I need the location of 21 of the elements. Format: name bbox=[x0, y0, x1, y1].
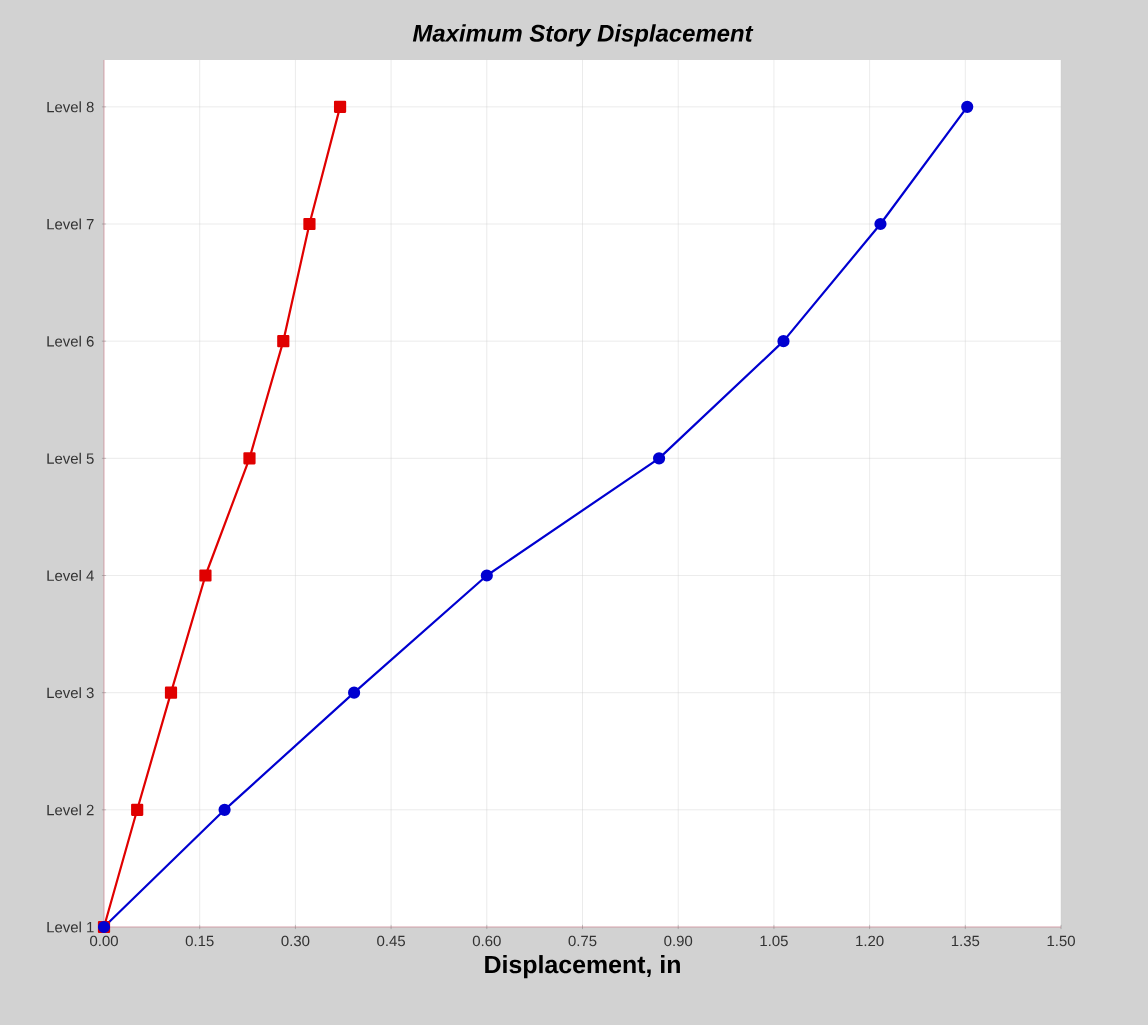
x-tick-label: 0.30 bbox=[281, 935, 310, 947]
chart-title: Maximum Story Displacement bbox=[412, 24, 754, 47]
y-tick-label: Level 4 bbox=[47, 570, 94, 581]
y-tick-label: Level 5 bbox=[47, 452, 94, 464]
y-tick-label: Level 2 bbox=[47, 804, 94, 816]
x-tick-label: 0.90 bbox=[664, 935, 693, 947]
x-tick-label: 0.75 bbox=[568, 935, 597, 947]
y-tick-label: Level 6 bbox=[47, 335, 94, 347]
x-tick-label: 1.35 bbox=[951, 935, 980, 947]
y-tick-label: Level 7 bbox=[47, 218, 94, 230]
x-tick-label: 0.00 bbox=[90, 935, 118, 947]
x-tick-label: 1.20 bbox=[856, 935, 884, 947]
y-tick-label: Level 1 bbox=[47, 921, 94, 933]
y-tick-label: Level 8 bbox=[47, 101, 94, 113]
x-axis-title: Displacement, in bbox=[485, 955, 680, 979]
x-tick-label: 0.60 bbox=[472, 935, 501, 947]
x-tick-label: 1.05 bbox=[760, 935, 788, 947]
y-tick-label: Level 3 bbox=[47, 687, 94, 699]
x-tick-label: 1.50 bbox=[1047, 935, 1075, 947]
x-tick-label: 0.45 bbox=[377, 935, 406, 947]
x-tick-label: 0.15 bbox=[185, 935, 214, 947]
